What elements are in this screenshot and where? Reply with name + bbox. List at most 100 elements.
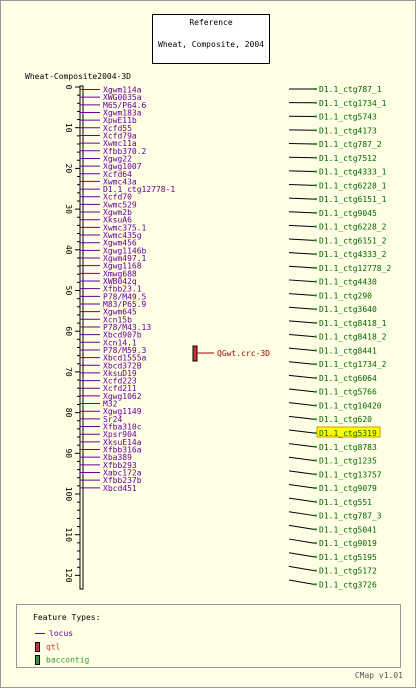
locus-label[interactable]: Xgwg1007	[103, 162, 142, 171]
contig-label[interactable]: D1.1_ctg9019	[319, 539, 377, 548]
locus-label[interactable]: Xbcd1555a	[103, 354, 147, 363]
locus-label[interactable]: Xcfd79a	[103, 131, 137, 140]
locus-label[interactable]: Xgwg22	[103, 154, 132, 163]
contig-label[interactable]: D1.1_ctg6151_2	[319, 236, 387, 245]
contig-label[interactable]: D1.1_ctg9079	[319, 484, 377, 493]
contig-label[interactable]: D1.1_ctg620	[319, 415, 372, 424]
locus-label[interactable]: Xgwg1146b	[103, 246, 147, 255]
locus-label[interactable]: Xwmc43a	[103, 177, 137, 186]
locus-label[interactable]: Xgwm497.1	[103, 254, 147, 263]
locus-label[interactable]: Xfbb293	[103, 461, 137, 470]
axis-tick-label: 50	[64, 286, 73, 296]
axis-tick-label: 120	[64, 568, 73, 583]
locus-label[interactable]: Xgwm456	[103, 239, 137, 248]
locus-label[interactable]: XWB042q	[103, 277, 137, 286]
contig-label[interactable]: D1.1_ctg6228_2	[319, 223, 387, 232]
contig-label[interactable]: D1.1_ctg3640	[319, 305, 377, 314]
contig-connector	[288, 347, 315, 351]
locus-label[interactable]: Xgwm183a	[103, 108, 142, 117]
locus-label[interactable]: M83/P65.9	[103, 300, 147, 309]
contig-label[interactable]: D1.1_ctg4333_1	[319, 168, 387, 177]
qtl-bar[interactable]	[192, 345, 198, 362]
locus-label[interactable]: Xgwg1062	[103, 392, 142, 401]
contig-label[interactable]: D1.1_ctg290	[319, 291, 372, 300]
locus-label[interactable]: Xfba310c	[103, 423, 142, 432]
locus-label[interactable]: Xfbb316a	[103, 446, 142, 455]
contig-label[interactable]: D1.1_ctg787_1	[319, 85, 382, 94]
locus-label[interactable]: Xcfd211	[103, 384, 137, 393]
locus-label[interactable]: M65/P64.6	[103, 101, 147, 110]
locus-label[interactable]: Xcfd55	[103, 124, 132, 133]
contig-label[interactable]: D1.1_ctg1734_1	[319, 99, 387, 108]
map-axis[interactable]	[79, 85, 84, 590]
contig-label[interactable]: D1.1_ctg6228_1	[319, 181, 387, 190]
locus-label[interactable]: Xgwg1168	[103, 262, 142, 271]
qtl-label[interactable]: QGwt.crc-3D	[217, 349, 270, 358]
contig-label[interactable]: D1.1_ctg4333_2	[319, 250, 387, 259]
locus-label[interactable]: Xwmc435g	[103, 231, 142, 240]
locus-label[interactable]: XksuD19	[103, 369, 137, 378]
locus-label[interactable]: Xmwg688	[103, 269, 137, 278]
locus-label[interactable]: Sr24	[103, 415, 122, 424]
contig-label[interactable]: D1.1_ctg3726	[319, 580, 377, 589]
axis-tick-label: 20	[64, 164, 73, 174]
contig-label[interactable]: D1.1_ctg5172	[319, 567, 377, 576]
locus-label[interactable]: XWG0035a	[103, 93, 142, 102]
locus-label[interactable]: P78/M43.13	[103, 323, 151, 332]
locus-label[interactable]: Xgwm114a	[103, 86, 142, 95]
contig-label[interactable]: D1.1_ctg13757	[319, 470, 382, 479]
locus-label[interactable]: Xgwm645	[103, 308, 137, 317]
locus-label[interactable]: Xcn15b	[103, 315, 132, 324]
locus-label[interactable]: D1.1_ctg12778-1	[103, 185, 175, 194]
locus-label[interactable]: Xcfd64	[103, 170, 132, 179]
locus-label[interactable]: Xfbb370.2	[103, 147, 147, 156]
locus-label[interactable]: Xgwm2b	[103, 208, 132, 217]
cmap-version[interactable]: CMap v1.01	[354, 671, 403, 680]
locus-label[interactable]: Xbcd372B	[103, 361, 142, 370]
contig-label[interactable]: D1.1_ctg6151_1	[319, 195, 387, 204]
locus-label[interactable]: Xwmc375.1	[103, 223, 147, 232]
map-title[interactable]: Wheat-Composite2004-3D	[25, 72, 131, 81]
locus-label[interactable]: Xfbb237b	[103, 476, 142, 485]
contig-label[interactable]: D1.1_ctg5743	[319, 113, 377, 122]
contig-label[interactable]: D1.1_ctg787_2	[319, 140, 382, 149]
contig-label[interactable]: D1.1_ctg6064	[319, 374, 377, 383]
contig-label[interactable]: D1.1_ctg5319	[319, 429, 377, 438]
locus-label[interactable]: Xcfd70	[103, 193, 132, 202]
contig-label[interactable]: D1.1_ctg1235	[319, 457, 377, 466]
locus-label[interactable]: Xwmc11a	[103, 139, 137, 148]
contig-label[interactable]: D1.1_ctg9045	[319, 209, 377, 218]
locus-label[interactable]: Xbcd907b	[103, 331, 142, 340]
locus-label[interactable]: XpwE11b	[103, 116, 137, 125]
contig-label[interactable]: D1.1_ctg787_3	[319, 512, 382, 521]
contig-label[interactable]: D1.1_ctg5195	[319, 553, 377, 562]
locus-label[interactable]: Xpsr904	[103, 430, 137, 439]
locus-label[interactable]: Xfbb23.1	[103, 285, 142, 294]
contig-label[interactable]: D1.1_ctg1734_2	[319, 360, 387, 369]
contig-label[interactable]: D1.1_ctg8418_1	[319, 319, 387, 328]
contig-label[interactable]: D1.1_ctg8783	[319, 443, 377, 452]
locus-label[interactable]: Xcn14.1	[103, 338, 137, 347]
locus-label[interactable]: P78/M49.5	[103, 292, 147, 301]
locus-label[interactable]: Xcfd223	[103, 377, 137, 386]
contig-label[interactable]: D1.1_ctg4173	[319, 126, 377, 135]
contig-label[interactable]: D1.1_ctg8441	[319, 346, 377, 355]
reference-title[interactable]: Wheat, Composite, 2004	[158, 40, 264, 49]
locus-label[interactable]: XksuA6	[103, 216, 132, 225]
contig-label[interactable]: D1.1_ctg12778_2	[319, 264, 391, 273]
contig-label[interactable]: D1.1_ctg5041	[319, 525, 377, 534]
locus-label[interactable]: P78/M59.3	[103, 346, 147, 355]
locus-label[interactable]: Xgwg1149	[103, 407, 142, 416]
contig-label[interactable]: D1.1_ctg8418_2	[319, 333, 387, 342]
locus-label[interactable]: Xabc172a	[103, 469, 142, 478]
contig-label[interactable]: D1.1_ctg551	[319, 498, 372, 507]
locus-label[interactable]: Xba389	[103, 453, 132, 462]
locus-label[interactable]: Xwmc529	[103, 200, 137, 209]
contig-label[interactable]: D1.1_ctg5766	[319, 388, 377, 397]
locus-label[interactable]: Xbcd451	[103, 484, 137, 493]
contig-label[interactable]: D1.1_ctg10420	[319, 401, 382, 410]
locus-label[interactable]: XksuE14a	[103, 438, 142, 447]
locus-label[interactable]: M32	[103, 400, 118, 409]
contig-label[interactable]: D1.1_ctg7512	[319, 154, 377, 163]
contig-label[interactable]: D1.1_ctg4430	[319, 278, 377, 287]
